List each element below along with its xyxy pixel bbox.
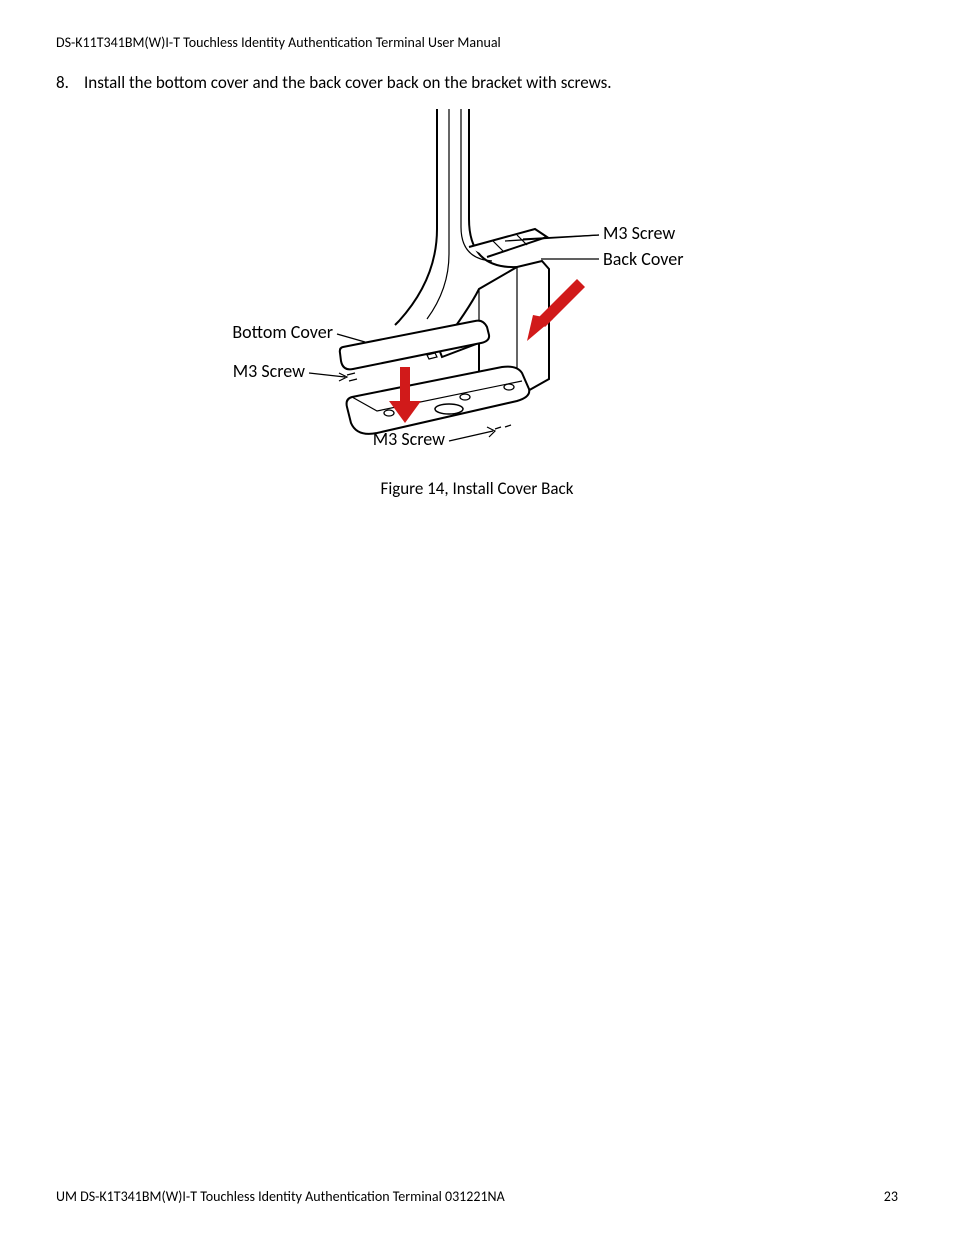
label-back-cover: Back Cover xyxy=(603,248,683,270)
label-m3-screw-top: M3 Screw xyxy=(603,222,675,244)
label-m3-screw-left: M3 Screw xyxy=(233,360,305,382)
page-header: DS-K11T341BM(W)I-T Touchless Identity Au… xyxy=(56,34,898,51)
page-container: DS-K11T341BM(W)I-T Touchless Identity Au… xyxy=(0,0,954,1235)
step-number: 8. xyxy=(56,71,84,95)
footer-left-text: UM DS-K1T341BM(W)I-T Touchless Identity … xyxy=(56,1188,505,1205)
footer-page-number: 23 xyxy=(884,1188,898,1205)
label-m3-screw-bottom: M3 Screw xyxy=(373,428,445,450)
step-text: Install the bottom cover and the back co… xyxy=(84,71,898,95)
label-bottom-cover: Bottom Cover xyxy=(232,321,333,343)
page-footer: UM DS-K1T341BM(W)I-T Touchless Identity … xyxy=(56,1188,898,1205)
figure-caption: Figure 14, Install Cover Back xyxy=(56,478,898,499)
instruction-step: 8. Install the bottom cover and the back… xyxy=(56,71,898,95)
figure-diagram: M3 Screw Back Cover Bottom Cover M3 Scre… xyxy=(217,109,737,464)
figure-block: M3 Screw Back Cover Bottom Cover M3 Scre… xyxy=(56,109,898,499)
